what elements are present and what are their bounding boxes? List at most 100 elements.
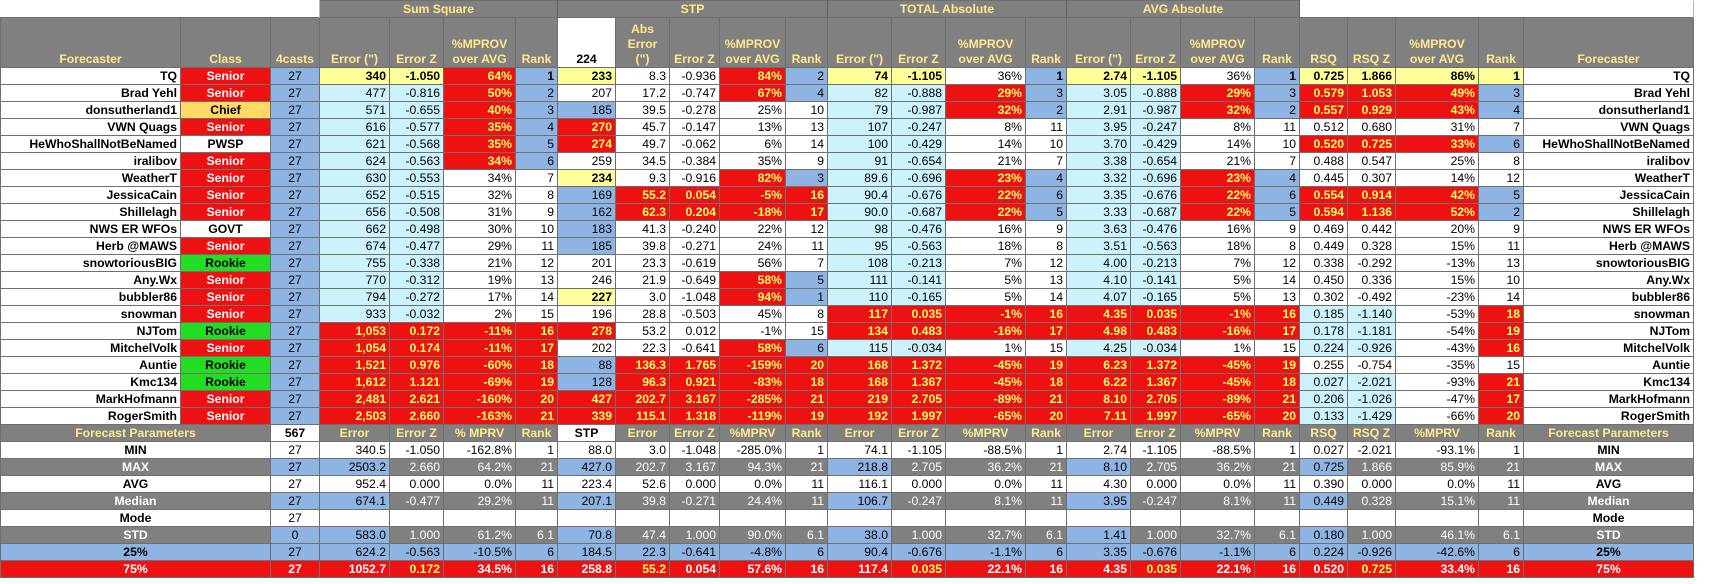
stp-error-z: -0.641 (669, 339, 720, 357)
ss-rank: 7 (515, 169, 558, 187)
ss-mprov: 32% (443, 186, 516, 204)
header-blank-right (1299, 0, 1694, 18)
param-value: 55.2 (615, 560, 670, 578)
param-value: 88.0 (557, 441, 616, 459)
ss-mprov: 40% (443, 101, 516, 119)
stp-mprov: 13% (719, 118, 786, 136)
param-value: 2.660 (389, 458, 444, 476)
params-col-label: Rank (1025, 424, 1067, 442)
param-value: 1 (1025, 441, 1067, 459)
class-badge: Senior (180, 288, 271, 306)
avg-rank: 9 (1254, 220, 1300, 238)
tot-error: 134 (827, 322, 892, 340)
forecaster-name-right: snowman (1523, 305, 1694, 323)
param-row: Median 27 674.1 -0.477 29.2% 11 207.1 39.8 -0.27… (0, 492, 1694, 510)
class-badge: Senior (180, 152, 271, 170)
class-badge: Senior (180, 339, 271, 357)
param-value: 4.30 (1066, 475, 1131, 493)
tot-error: 89.6 (827, 169, 892, 187)
avg-mprov: 22% (1180, 203, 1255, 221)
ss-rank: 11 (515, 237, 558, 255)
rsq-rank: 5 (1478, 186, 1524, 204)
stp-mprov: 58% (719, 339, 786, 357)
ss-error-z: 0.172 (389, 322, 444, 340)
param-value: -1.1% (945, 543, 1026, 561)
param-value: 0.0% (945, 475, 1026, 493)
params-col-label: STP (557, 424, 616, 442)
stp-error-z: -0.278 (669, 101, 720, 119)
avg-error: 4.00 (1066, 254, 1131, 272)
tot-error: 168 (827, 356, 892, 374)
rsq-value: 0.178 (1299, 322, 1348, 340)
tot-mprov: 1% (945, 339, 1026, 357)
rsq-z: 0.328 (1347, 237, 1396, 255)
avg-error: 3.05 (1066, 84, 1131, 102)
param-value: 1 (1254, 441, 1300, 459)
avg-mprov: -45% (1180, 356, 1255, 374)
param-value: 207.1 (557, 492, 616, 510)
rsq-mprov: 31% (1395, 118, 1479, 136)
forecast-count: 27 (270, 390, 320, 408)
avg-error: 3.32 (1066, 169, 1131, 187)
forecast-count: 27 (270, 135, 320, 153)
param-label: AVG (0, 475, 271, 493)
avg-rank: 5 (1254, 203, 1300, 221)
stp-error-z: -0.649 (669, 271, 720, 289)
rsq-z: 1.053 (1347, 84, 1396, 102)
tot-mprov: -89% (945, 390, 1026, 408)
param-value: 57.6% (719, 560, 786, 578)
param-value: -1.1% (1180, 543, 1255, 561)
param-value: 6.1 (1478, 526, 1524, 544)
tot-error: 117 (827, 305, 892, 323)
stp-rank: 10 (785, 101, 828, 119)
param-value (1180, 509, 1255, 527)
group-stp: STP (557, 0, 828, 18)
avg-mprov: 5% (1180, 271, 1255, 289)
param-row: Mode 27 Mode (0, 509, 1694, 527)
forecaster-name-right: RogerSmith (1523, 407, 1694, 425)
param-value (891, 509, 946, 527)
forecaster-row: TQ Senior 27 340 -1.050 64% 1 233 8.3 -0.936 84% 2 7… (0, 67, 1694, 85)
tot-rank: 5 (1025, 203, 1067, 221)
tot-error-z: 2.705 (891, 390, 946, 408)
forecaster-name: MarkHofmann (0, 390, 181, 408)
rsq-z: 0.307 (1347, 169, 1396, 187)
rsq-mprov: 25% (1395, 152, 1479, 170)
stp-abs-error: 22.3 (615, 339, 670, 357)
stp-error-z: 1.318 (669, 407, 720, 425)
col-4casts: 4casts (270, 17, 320, 68)
param-value: 0.0% (1395, 475, 1479, 493)
col-avg-mprov: %MPROV over AVG (1180, 17, 1255, 68)
ss-error-z: -0.568 (389, 135, 444, 153)
forecaster-name-right: NJTom (1523, 322, 1694, 340)
param-value: 2.74 (1066, 441, 1131, 459)
param-value: 11 (1254, 492, 1300, 510)
param-value (615, 509, 670, 527)
avg-mprov: 7% (1180, 254, 1255, 272)
stp-mprov: 35% (719, 152, 786, 170)
param-value: -10.5% (443, 543, 516, 561)
params-col-label: Rank (1478, 424, 1524, 442)
ss-rank: 10 (515, 220, 558, 238)
forecaster-name: Herb @MAWS (0, 237, 181, 255)
param-value: 1.000 (1347, 526, 1396, 544)
param-value: 0.449 (1299, 492, 1348, 510)
param-value: 34.5% (443, 560, 516, 578)
col-tot-rank: Rank (1025, 17, 1067, 68)
forecaster-name: RogerSmith (0, 407, 181, 425)
stp-value: 169 (557, 186, 616, 204)
col-ss-rank: Rank (515, 17, 558, 68)
param-value: 22.1% (1180, 560, 1255, 578)
stp-mprov: 6% (719, 135, 786, 153)
stp-rank: 12 (785, 220, 828, 238)
rsq-value: 0.027 (1299, 373, 1348, 391)
ss-error-z: -0.312 (389, 271, 444, 289)
group-sum-square: Sum Square (319, 0, 558, 18)
stp-value: 270 (557, 118, 616, 136)
stp-error-z: 0.054 (669, 186, 720, 204)
tot-mprov: 22% (945, 186, 1026, 204)
forecaster-row: Herb @MAWS Senior 27 674 -0.477 29% 11 185 39.8-… (0, 237, 1694, 255)
col-stp-rank: Rank (785, 17, 828, 68)
param-value: 33.4% (1395, 560, 1479, 578)
stp-rank: 16 (785, 186, 828, 204)
